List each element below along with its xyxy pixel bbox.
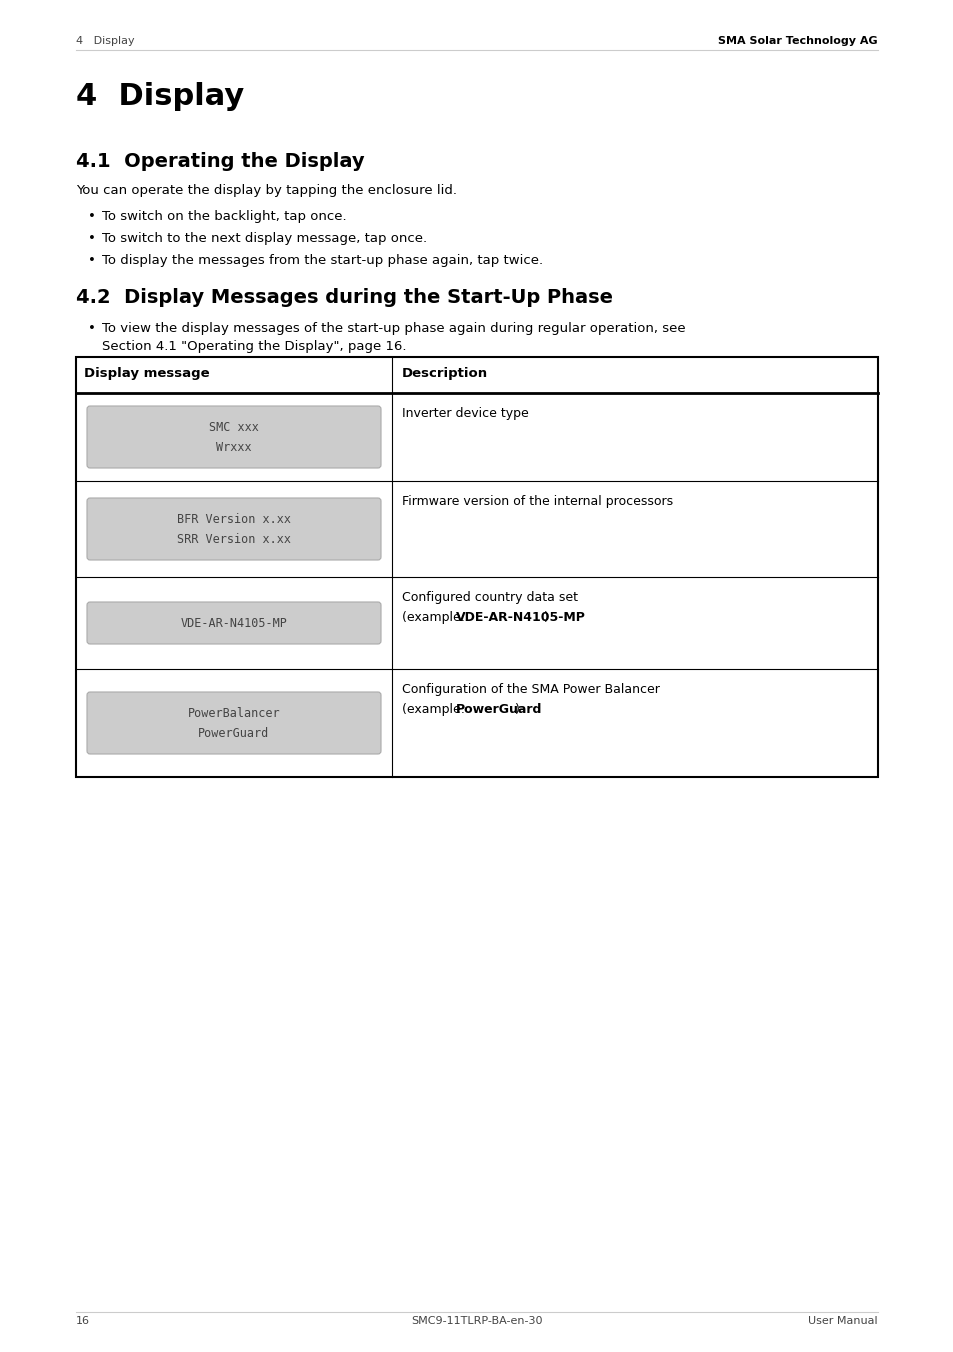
- Text: •: •: [88, 233, 95, 245]
- Text: Display message: Display message: [84, 366, 210, 380]
- FancyBboxPatch shape: [87, 692, 380, 754]
- Text: (example:: (example:: [401, 611, 469, 625]
- Text: 4   Display: 4 Display: [76, 37, 134, 46]
- FancyBboxPatch shape: [87, 406, 380, 468]
- Text: PowerGuard: PowerGuard: [456, 703, 542, 717]
- Text: Description: Description: [401, 366, 488, 380]
- Text: 4.1  Operating the Display: 4.1 Operating the Display: [76, 151, 364, 170]
- Text: You can operate the display by tapping the enclosure lid.: You can operate the display by tapping t…: [76, 184, 456, 197]
- Text: SMC9-11TLRP-BA-en-30: SMC9-11TLRP-BA-en-30: [411, 1315, 542, 1326]
- Text: Firmware version of the internal processors: Firmware version of the internal process…: [401, 495, 673, 508]
- Text: To view the display messages of the start-up phase again during regular operatio: To view the display messages of the star…: [102, 322, 685, 335]
- Text: Configured country data set: Configured country data set: [401, 591, 578, 604]
- Text: (example:: (example:: [401, 703, 469, 717]
- Text: ): ): [543, 611, 548, 625]
- Text: SMC xxx: SMC xxx: [209, 420, 258, 434]
- Text: •: •: [88, 254, 95, 266]
- Text: Configuration of the SMA Power Balancer: Configuration of the SMA Power Balancer: [401, 683, 659, 696]
- Text: 16: 16: [76, 1315, 90, 1326]
- Text: PowerGuard: PowerGuard: [198, 727, 270, 740]
- Text: SMA Solar Technology AG: SMA Solar Technology AG: [718, 37, 877, 46]
- Text: User Manual: User Manual: [807, 1315, 877, 1326]
- Text: •: •: [88, 322, 95, 335]
- Text: PowerBalancer: PowerBalancer: [188, 707, 280, 721]
- Text: •: •: [88, 210, 95, 223]
- Text: SRR Version x.xx: SRR Version x.xx: [177, 533, 291, 546]
- Text: 4  Display: 4 Display: [76, 82, 244, 111]
- Text: Inverter device type: Inverter device type: [401, 407, 528, 420]
- Text: VDE-AR-N4105-MP: VDE-AR-N4105-MP: [180, 617, 287, 630]
- Text: To switch on the backlight, tap once.: To switch on the backlight, tap once.: [102, 210, 346, 223]
- Text: VDE-AR-N4105-MP: VDE-AR-N4105-MP: [456, 611, 585, 625]
- FancyBboxPatch shape: [87, 602, 380, 644]
- Text: Section 4.1 "Operating the Display", page 16.: Section 4.1 "Operating the Display", pag…: [102, 339, 406, 353]
- Text: To switch to the next display message, tap once.: To switch to the next display message, t…: [102, 233, 427, 245]
- Text: To display the messages from the start-up phase again, tap twice.: To display the messages from the start-u…: [102, 254, 542, 266]
- FancyBboxPatch shape: [87, 498, 380, 560]
- Text: Wrxxx: Wrxxx: [216, 441, 252, 454]
- Text: BFR Version x.xx: BFR Version x.xx: [177, 512, 291, 526]
- Bar: [76, 357, 877, 777]
- Text: ): ): [514, 703, 518, 717]
- Text: 4.2  Display Messages during the Start-Up Phase: 4.2 Display Messages during the Start-Up…: [76, 288, 613, 307]
